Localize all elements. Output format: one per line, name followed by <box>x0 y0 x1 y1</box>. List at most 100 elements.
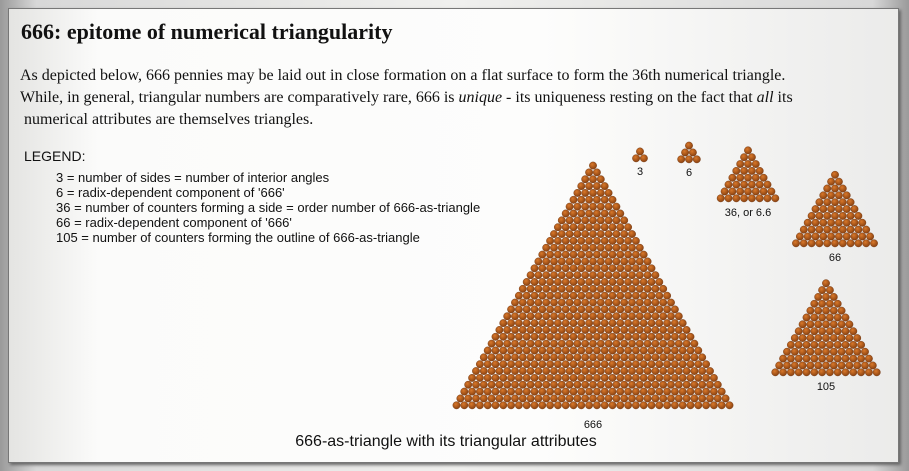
penny <box>515 387 523 396</box>
penny <box>581 189 590 197</box>
penny <box>550 257 558 266</box>
penny <box>499 387 508 396</box>
penny <box>608 360 617 369</box>
penny <box>561 387 570 396</box>
penny <box>452 401 461 410</box>
penny <box>822 306 830 315</box>
penny <box>803 218 812 227</box>
penny <box>503 380 512 389</box>
penny <box>577 223 586 232</box>
penny <box>667 380 675 389</box>
penny <box>643 353 652 362</box>
penny <box>659 394 668 403</box>
penny <box>823 225 832 234</box>
penny <box>526 271 535 280</box>
penny <box>507 305 515 314</box>
penny <box>608 236 617 245</box>
penny <box>604 339 613 348</box>
penny <box>569 209 578 218</box>
penny <box>647 332 656 341</box>
penny <box>530 360 539 369</box>
penny <box>810 368 819 377</box>
penny <box>702 373 710 382</box>
penny <box>628 271 636 280</box>
penny <box>798 334 807 342</box>
penny <box>518 394 527 403</box>
penny <box>624 387 632 396</box>
penny <box>690 339 699 348</box>
penny <box>835 191 843 200</box>
penny <box>495 367 504 375</box>
penny <box>491 373 500 382</box>
penny <box>589 326 597 334</box>
penny <box>810 313 819 322</box>
penny <box>829 347 838 356</box>
penny <box>546 387 554 396</box>
penny <box>620 284 629 293</box>
penny <box>826 286 834 294</box>
penny <box>667 326 675 334</box>
penny <box>581 271 590 280</box>
penny <box>565 339 574 348</box>
penny <box>755 166 764 175</box>
penny <box>593 291 601 300</box>
penny <box>846 198 855 207</box>
penny <box>565 326 574 334</box>
penny <box>831 211 839 220</box>
penny <box>671 387 679 396</box>
penny <box>491 387 500 396</box>
penny <box>600 346 609 355</box>
penny <box>495 353 504 362</box>
penny <box>522 346 531 355</box>
penny <box>667 298 675 307</box>
penny <box>620 312 629 321</box>
penny <box>612 298 621 307</box>
penny <box>612 353 621 362</box>
penny <box>678 401 687 410</box>
penny <box>526 326 535 334</box>
penny <box>748 194 756 203</box>
penny <box>557 216 566 225</box>
penny <box>526 380 535 389</box>
penny <box>632 373 640 382</box>
penny <box>744 146 752 155</box>
penny <box>503 339 512 348</box>
penny <box>620 298 629 307</box>
penny <box>557 394 566 403</box>
penny <box>671 305 679 314</box>
penny <box>503 312 512 321</box>
penny <box>815 211 824 220</box>
penny <box>663 401 671 410</box>
penny <box>865 354 873 363</box>
legend-item: 36 = number of counters forming a side =… <box>56 200 481 215</box>
penny <box>557 298 566 307</box>
penny <box>635 298 644 307</box>
penny <box>530 387 539 396</box>
penny <box>507 360 515 369</box>
penny <box>702 401 710 410</box>
penny <box>655 278 664 286</box>
penny <box>814 361 823 370</box>
penny <box>620 353 629 362</box>
penny <box>503 353 512 362</box>
penny <box>643 339 652 348</box>
penny <box>710 387 718 396</box>
penny <box>751 173 760 182</box>
penny <box>557 284 566 293</box>
penny <box>833 354 842 363</box>
penny <box>608 264 617 273</box>
penny <box>659 326 668 334</box>
penny <box>495 339 504 348</box>
penny <box>655 305 664 314</box>
penny <box>639 305 648 314</box>
penny <box>842 191 851 200</box>
penny <box>538 291 547 300</box>
penny <box>581 202 590 211</box>
penny <box>554 223 562 232</box>
penny <box>674 339 683 348</box>
penny <box>639 387 648 396</box>
penny <box>674 353 683 362</box>
penny <box>689 148 697 157</box>
penny <box>499 319 508 327</box>
penny <box>755 180 764 189</box>
